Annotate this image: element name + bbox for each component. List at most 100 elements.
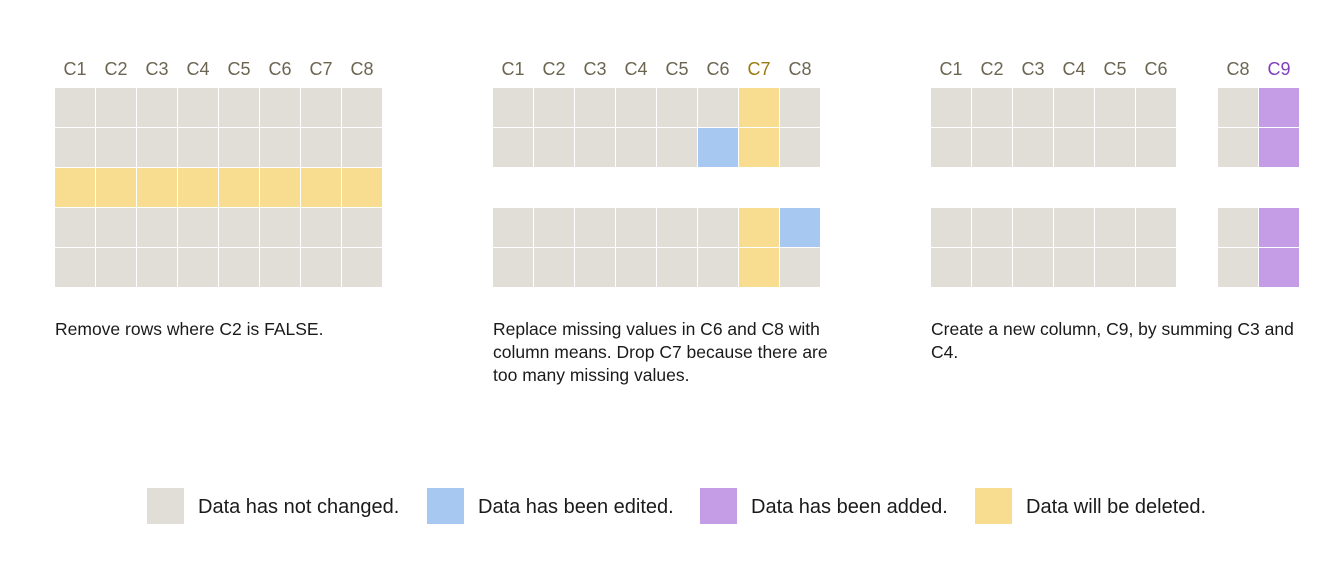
cell-unchanged	[534, 128, 574, 167]
cell-deleted	[55, 168, 95, 207]
cell-unchanged	[493, 208, 533, 247]
cell-unchanged	[657, 88, 697, 127]
cell-unchanged	[1054, 248, 1094, 287]
cell-unchanged	[1095, 208, 1135, 247]
cell-unchanged	[55, 208, 95, 247]
cell-edited	[780, 208, 820, 247]
cell-unchanged	[931, 128, 971, 167]
cell-unchanged	[1095, 248, 1135, 287]
cell-unchanged	[1054, 208, 1094, 247]
cell-unchanged	[137, 208, 177, 247]
cell-unchanged	[137, 248, 177, 287]
cell-unchanged	[1136, 128, 1176, 167]
cell-unchanged	[301, 248, 341, 287]
cell-unchanged	[178, 88, 218, 127]
cell-unchanged	[698, 208, 738, 247]
cell-unchanged	[780, 248, 820, 287]
cell-unchanged	[657, 248, 697, 287]
cell-deleted	[342, 168, 382, 207]
cell-unchanged	[342, 128, 382, 167]
cell-unchanged	[55, 88, 95, 127]
column-header-c8: C8	[350, 59, 374, 79]
cell-unchanged	[493, 128, 533, 167]
cell-unchanged	[1013, 88, 1053, 127]
cell-unchanged	[575, 248, 615, 287]
cell-unchanged	[342, 88, 382, 127]
cell-unchanged	[698, 248, 738, 287]
column-header-c4: C4	[186, 59, 210, 79]
cell-deleted	[219, 168, 259, 207]
cell-unchanged	[534, 248, 574, 287]
cell-unchanged	[1054, 128, 1094, 167]
cell-unchanged	[657, 128, 697, 167]
cell-unchanged	[616, 88, 656, 127]
cell-unchanged	[1054, 88, 1094, 127]
cell-unchanged	[96, 128, 136, 167]
cell-added	[1259, 128, 1299, 167]
cell-unchanged	[219, 248, 259, 287]
legend-swatch-unchanged	[147, 488, 184, 524]
legend-swatch-added	[700, 488, 737, 524]
cell-unchanged	[342, 248, 382, 287]
cell-unchanged	[1013, 208, 1053, 247]
cell-unchanged	[780, 88, 820, 127]
cell-unchanged	[1095, 128, 1135, 167]
cell-unchanged	[1218, 248, 1258, 287]
cell-unchanged	[342, 208, 382, 247]
column-header-c2: C2	[542, 59, 566, 79]
cell-unchanged	[534, 88, 574, 127]
column-header-c8: C8	[1226, 59, 1250, 79]
cell-unchanged	[1218, 128, 1258, 167]
column-header-c4: C4	[1062, 59, 1086, 79]
cell-unchanged	[219, 88, 259, 127]
column-header-c9: C9	[1267, 59, 1291, 79]
column-header-c4: C4	[624, 59, 648, 79]
column-header-c6: C6	[1144, 59, 1168, 79]
cell-unchanged	[1136, 248, 1176, 287]
cell-deleted	[739, 248, 779, 287]
cell-unchanged	[616, 128, 656, 167]
cell-unchanged	[1013, 128, 1053, 167]
caption-remove-rows: Remove rows where C2 is FALSE.	[55, 319, 324, 339]
cell-unchanged	[1013, 248, 1053, 287]
cell-deleted	[178, 168, 218, 207]
cell-unchanged	[493, 88, 533, 127]
column-header-c5: C5	[227, 59, 251, 79]
legend-label-deleted: Data will be deleted.	[1026, 496, 1207, 518]
cell-unchanged	[301, 208, 341, 247]
cell-unchanged	[1095, 88, 1135, 127]
column-header-c5: C5	[1103, 59, 1127, 79]
caption-replace-missing: Replace missing values in C6 and C8 with…	[493, 319, 828, 385]
cell-edited	[698, 128, 738, 167]
column-header-c3: C3	[145, 59, 169, 79]
legend-swatch-deleted	[975, 488, 1012, 524]
column-header-c6: C6	[268, 59, 292, 79]
cell-unchanged	[1218, 88, 1258, 127]
cell-unchanged	[1136, 88, 1176, 127]
legend-label-added: Data has been added.	[751, 496, 948, 518]
cell-unchanged	[96, 88, 136, 127]
cell-unchanged	[575, 88, 615, 127]
column-header-c7: C7	[747, 59, 771, 79]
cell-unchanged	[137, 88, 177, 127]
cell-unchanged	[657, 208, 697, 247]
cell-unchanged	[931, 208, 971, 247]
cell-unchanged	[616, 248, 656, 287]
cell-unchanged	[301, 128, 341, 167]
cell-unchanged	[301, 88, 341, 127]
cell-unchanged	[931, 88, 971, 127]
column-header-c6: C6	[706, 59, 730, 79]
legend-label-edited: Data has been edited.	[478, 496, 674, 518]
cell-unchanged	[55, 128, 95, 167]
cell-unchanged	[178, 128, 218, 167]
cell-unchanged	[575, 208, 615, 247]
cell-deleted	[739, 208, 779, 247]
cell-deleted	[739, 128, 779, 167]
cell-unchanged	[972, 128, 1012, 167]
cell-unchanged	[178, 248, 218, 287]
cell-unchanged	[1136, 208, 1176, 247]
cell-added	[1259, 208, 1299, 247]
column-header-c8: C8	[788, 59, 812, 79]
cell-unchanged	[534, 208, 574, 247]
cell-unchanged	[178, 208, 218, 247]
